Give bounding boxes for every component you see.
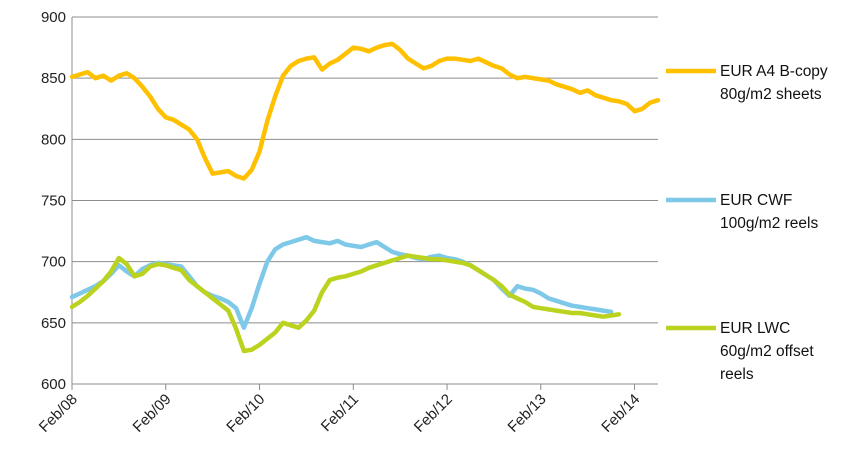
x-tick-label: Feb/08 bbox=[36, 391, 81, 436]
series-line-eur-lwc-60g-m2-offset-reels bbox=[69, 253, 622, 354]
x-tick-label: Feb/10 bbox=[223, 391, 268, 436]
legend-label: EUR A4 B-copy 80g/m2 sheets bbox=[720, 63, 828, 103]
y-tick-label: 750 bbox=[41, 193, 66, 210]
series-line-eur-cwf-100g-m2-reels bbox=[69, 234, 614, 330]
y-tick-label: 800 bbox=[41, 131, 66, 148]
gridlines bbox=[72, 16, 658, 324]
x-tick-label: Feb/12 bbox=[411, 391, 456, 436]
x-tick-label: Feb/11 bbox=[318, 391, 362, 435]
y-tick-label: 650 bbox=[41, 315, 66, 332]
y-tick-label: 850 bbox=[41, 70, 66, 87]
legend-label: EUR LWC 60g/m2 offset reels bbox=[720, 320, 814, 383]
y-tick-label: 700 bbox=[41, 254, 66, 271]
series-line-eur-a4-b-copy-80g-m2-sheets bbox=[69, 41, 661, 181]
y-tick-label: 900 bbox=[41, 9, 66, 26]
legend-label: EUR CWF 100g/m2 reels bbox=[720, 192, 818, 232]
x-tick-label: Feb/14 bbox=[598, 391, 643, 436]
series-lines bbox=[69, 41, 661, 354]
x-tick-label: Feb/09 bbox=[130, 391, 175, 436]
legend: EUR A4 B-copy 80g/m2 sheets EUR CWF 100g/m2… bbox=[666, 63, 828, 383]
x-tick-label: Feb/13 bbox=[505, 391, 550, 436]
y-tick-label: 600 bbox=[41, 376, 66, 393]
